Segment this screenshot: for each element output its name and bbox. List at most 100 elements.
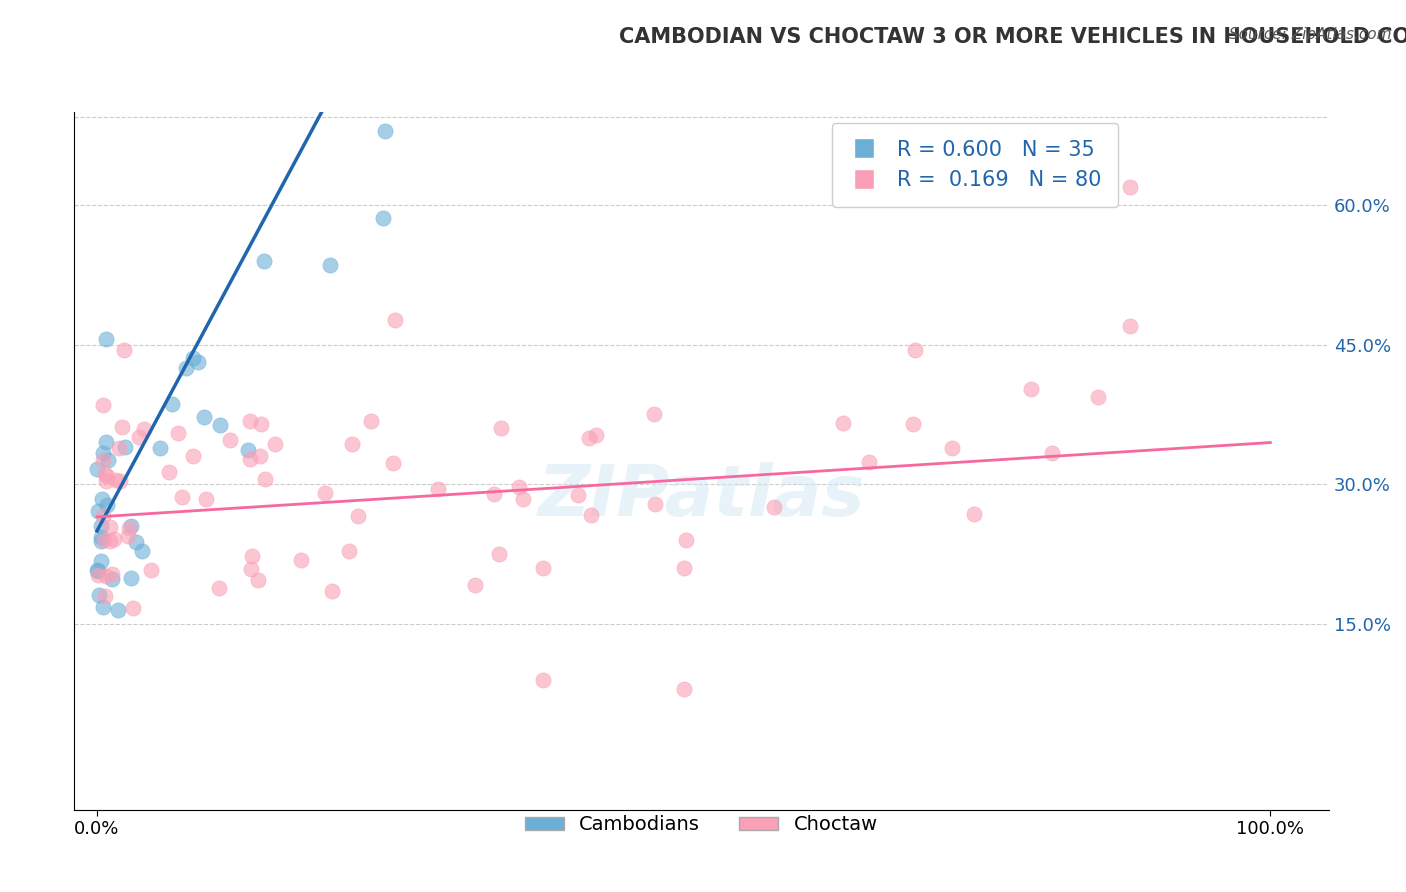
- Point: [675, 533, 697, 547]
- Point: [319, 258, 342, 272]
- Point: [643, 407, 665, 421]
- Point: [94, 435, 117, 450]
- Point: [98, 519, 121, 533]
- Point: [120, 571, 142, 585]
- Point: [93, 533, 115, 548]
- Point: [464, 577, 486, 591]
- Point: [194, 491, 217, 506]
- Point: [240, 549, 263, 563]
- Point: [87, 568, 110, 582]
- Point: [174, 360, 197, 375]
- Point: [567, 487, 589, 501]
- Point: [962, 507, 984, 521]
- Point: [114, 440, 136, 454]
- Point: [193, 409, 215, 424]
- Point: [94, 475, 117, 489]
- Point: [160, 397, 183, 411]
- Point: [89, 588, 111, 602]
- Point: [112, 343, 135, 357]
- Point: [120, 518, 142, 533]
- Point: [342, 436, 364, 450]
- Point: [427, 482, 450, 496]
- Point: [672, 681, 695, 696]
- Point: [249, 450, 271, 464]
- Point: [1118, 179, 1140, 194]
- Point: [97, 453, 120, 467]
- Point: [763, 500, 786, 515]
- Point: [110, 474, 132, 488]
- Point: [187, 355, 209, 369]
- Point: [172, 490, 194, 504]
- Point: [90, 533, 112, 548]
- Point: [91, 399, 114, 413]
- Point: [644, 497, 666, 511]
- Point: [219, 433, 242, 447]
- Point: [347, 508, 370, 523]
- Point: [131, 544, 153, 558]
- Point: [118, 521, 141, 535]
- Point: [531, 561, 554, 575]
- Point: [101, 572, 124, 586]
- Point: [239, 562, 262, 576]
- Point: [96, 498, 118, 512]
- Point: [94, 589, 117, 603]
- Point: [90, 519, 112, 533]
- Point: [374, 124, 396, 138]
- Point: [91, 492, 114, 507]
- Point: [86, 462, 108, 476]
- Point: [585, 427, 607, 442]
- Point: [134, 422, 156, 436]
- Point: [103, 532, 125, 546]
- Point: [246, 574, 269, 588]
- Point: [371, 211, 394, 226]
- Point: [314, 486, 336, 500]
- Point: [488, 547, 510, 561]
- Point: [181, 449, 204, 463]
- Point: [141, 563, 163, 577]
- Point: [105, 473, 128, 487]
- Point: [125, 535, 148, 549]
- Point: [94, 332, 117, 346]
- Legend: Cambodians, Choctaw: Cambodians, Choctaw: [517, 807, 886, 842]
- Point: [111, 419, 134, 434]
- Point: [360, 414, 382, 428]
- Point: [484, 487, 506, 501]
- Point: [90, 530, 112, 544]
- Point: [381, 456, 404, 470]
- Point: [148, 441, 170, 455]
- Point: [1019, 382, 1042, 396]
- Point: [128, 430, 150, 444]
- Point: [87, 504, 110, 518]
- Point: [98, 534, 121, 549]
- Point: [578, 430, 600, 444]
- Point: [91, 508, 114, 523]
- Point: [90, 554, 112, 568]
- Point: [86, 563, 108, 577]
- Point: [157, 465, 180, 479]
- Point: [121, 601, 143, 615]
- Point: [239, 414, 262, 428]
- Point: [250, 417, 273, 431]
- Text: Source: ZipAtlas.com: Source: ZipAtlas.com: [1229, 27, 1392, 42]
- Point: [94, 569, 117, 583]
- Point: [91, 599, 114, 614]
- Point: [209, 418, 232, 433]
- Point: [166, 425, 188, 440]
- Point: [832, 417, 855, 431]
- Point: [508, 480, 530, 494]
- Point: [904, 343, 927, 358]
- Point: [208, 582, 231, 596]
- Point: [1042, 446, 1064, 460]
- Point: [384, 313, 406, 327]
- Point: [101, 566, 124, 581]
- Point: [91, 452, 114, 467]
- Point: [253, 254, 276, 268]
- Point: [858, 455, 880, 469]
- Point: [263, 437, 285, 451]
- Point: [489, 420, 512, 434]
- Point: [181, 351, 204, 366]
- Point: [941, 441, 963, 455]
- Point: [672, 561, 695, 575]
- Point: [108, 441, 131, 455]
- Point: [321, 584, 343, 599]
